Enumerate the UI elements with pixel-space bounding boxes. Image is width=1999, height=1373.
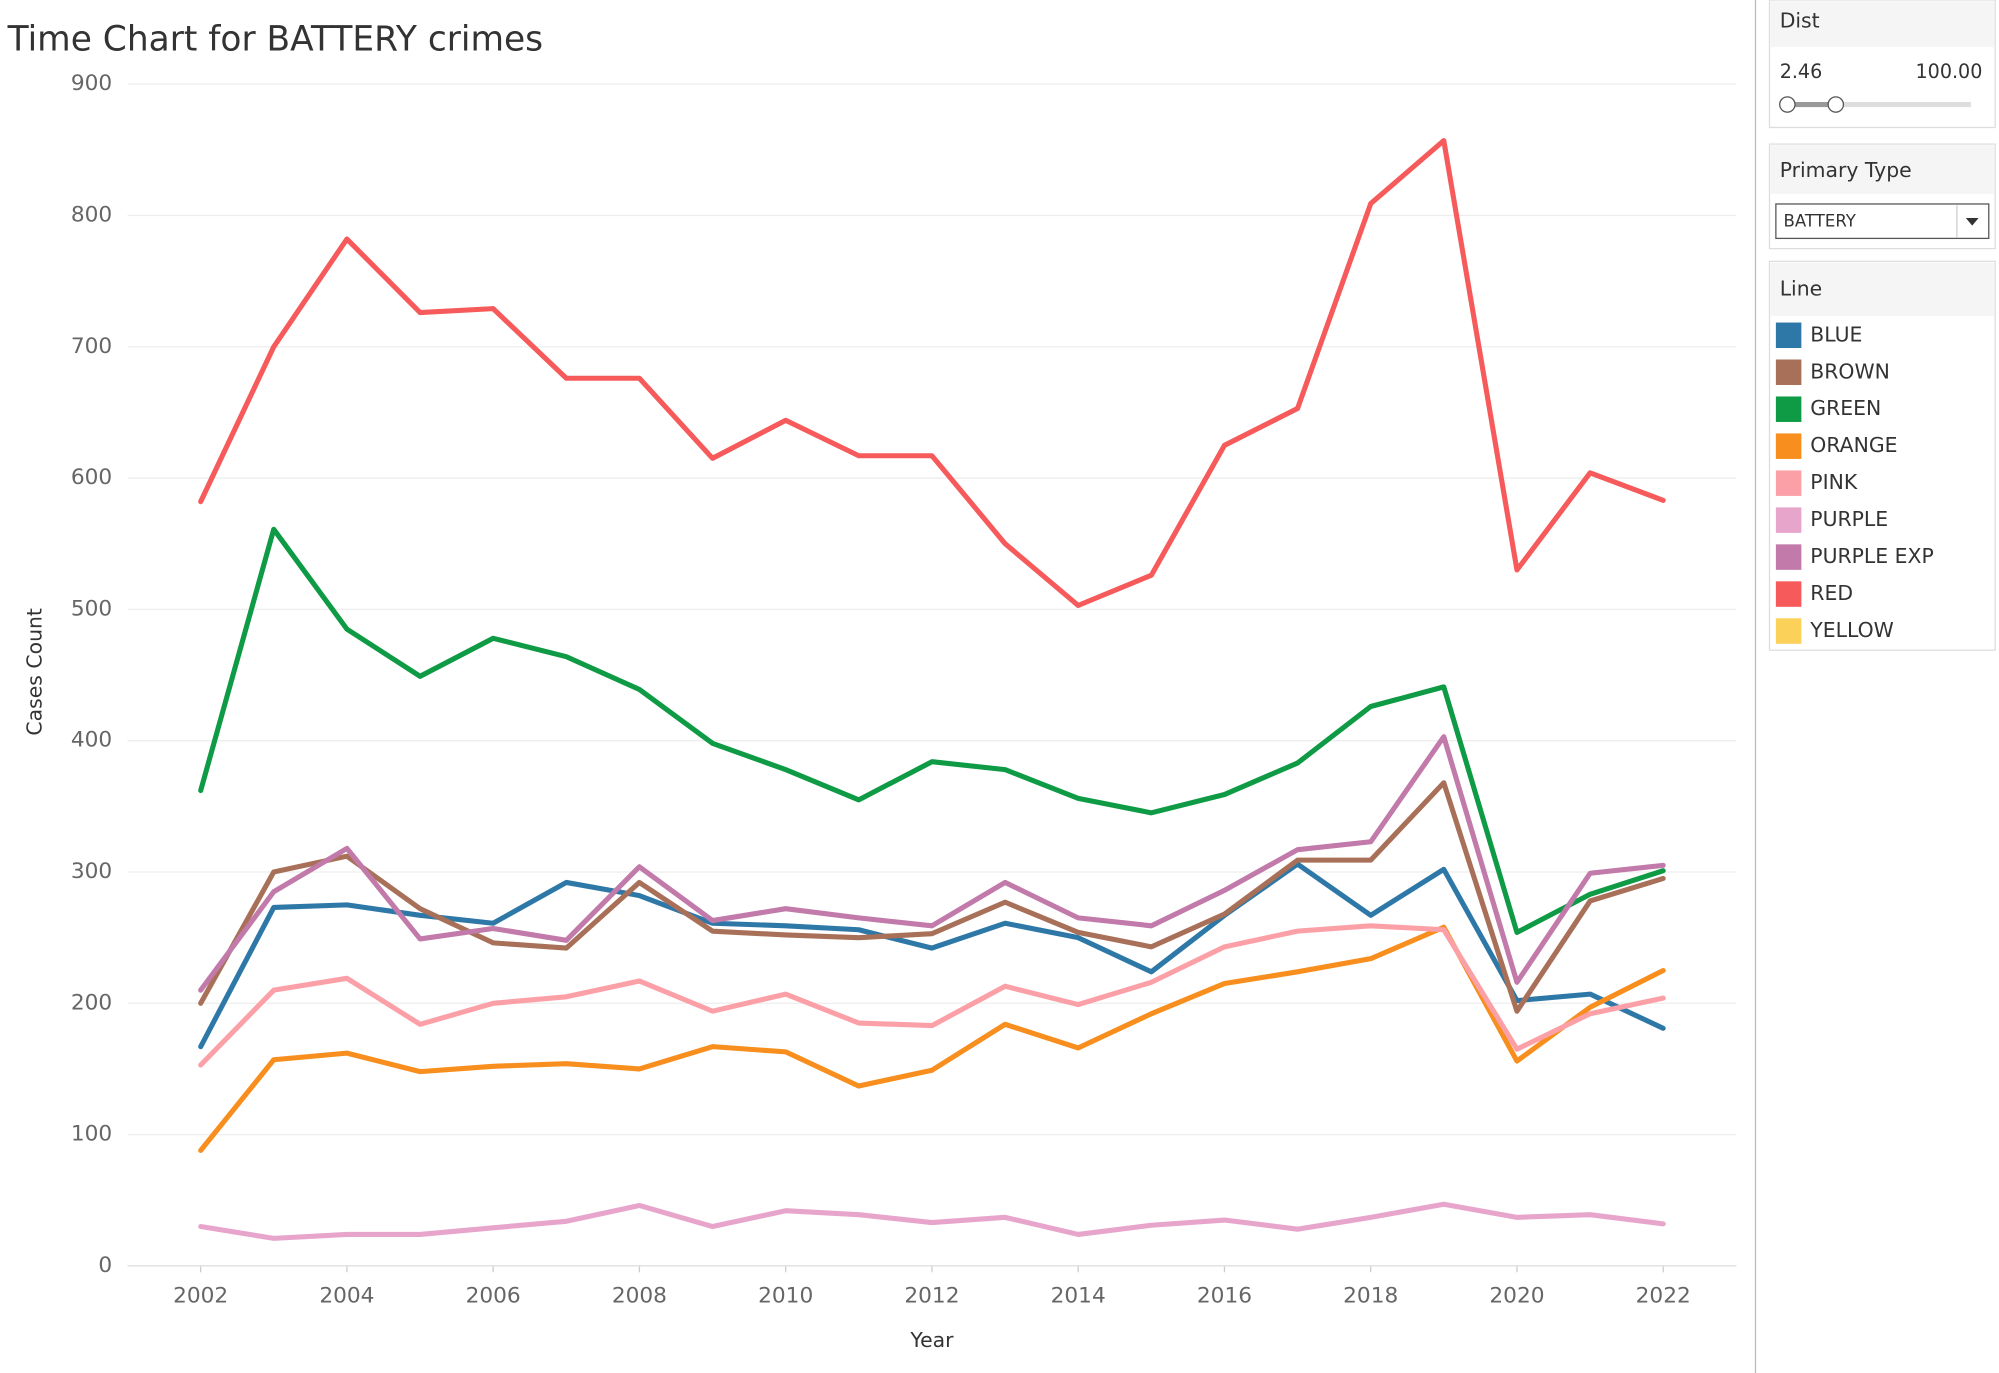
legend-label: BROWN: [1810, 359, 1890, 383]
series-line: [198, 1201, 1666, 1241]
x-tick-label: 2006: [466, 1284, 521, 1309]
y-tick-label: 500: [71, 596, 112, 621]
primary-type-filter: Primary Type BATTERY: [1768, 143, 1996, 250]
y-tick-label: 400: [71, 728, 112, 753]
series-line: [198, 924, 1666, 1153]
y-tick-label: 300: [71, 859, 112, 884]
filter-title: Dist: [1780, 9, 1820, 33]
x-tick-label: 2012: [904, 1284, 959, 1309]
legend-title: Line: [1780, 276, 1822, 300]
x-tick-label: 2010: [758, 1284, 813, 1309]
x-tick-label: 2008: [612, 1284, 667, 1309]
x-tick-label: 2020: [1489, 1284, 1544, 1309]
legend-box: [1768, 260, 1996, 651]
dropdown-value: BATTERY: [1784, 211, 1857, 230]
y-tick-label: 900: [71, 71, 112, 96]
legend-swatch: [1775, 507, 1802, 533]
slider-handle[interactable]: [1779, 96, 1796, 113]
slider-max: 100.00: [1916, 60, 1983, 83]
dist-filter: Dist 2.46 100.00: [1768, 0, 1996, 129]
legend-swatch: [1775, 433, 1802, 459]
x-axis-label: Year: [909, 1328, 954, 1352]
y-tick-label: 800: [71, 202, 112, 227]
legend: Line BLUE BROWN GREEN ORANGE PINK PURPLE PURPL…: [1768, 260, 1996, 651]
x-tick-label: 2016: [1197, 1284, 1252, 1309]
legend-swatch: [1775, 396, 1802, 422]
legend-label: ORANGE: [1810, 433, 1897, 457]
slider-min: 2.46: [1780, 60, 1823, 83]
y-axis-label: Cases Count: [23, 608, 47, 735]
legend-swatch: [1775, 359, 1802, 386]
legend-label: YELLOW: [1809, 618, 1893, 642]
legend-swatch: [1775, 470, 1802, 496]
dropdown-arrow: [1965, 217, 1979, 226]
filter-header: [1770, 145, 1994, 194]
dropdown[interactable]: [1775, 203, 1990, 240]
y-tick-label: 600: [71, 465, 112, 490]
slider-handle[interactable]: [1827, 96, 1845, 113]
y-tick-label: 700: [71, 334, 112, 359]
chart-title: Time Chart for BATTERY crimes: [7, 19, 543, 59]
x-tick-label: 2002: [173, 1284, 228, 1309]
x-tick-label: 2022: [1636, 1284, 1691, 1309]
series-line: [198, 923, 1666, 1068]
legend-swatch: [1775, 581, 1802, 607]
slider-range: [1787, 101, 1836, 108]
series-line: [198, 138, 1666, 608]
legend-label: PURPLE: [1810, 507, 1888, 531]
y-tick-label: 100: [71, 1122, 112, 1147]
legend-label: PURPLE EXP: [1810, 544, 1933, 568]
y-tick-label: 0: [98, 1253, 112, 1278]
legend-label: GREEN: [1810, 396, 1881, 420]
x-tick-label: 2014: [1051, 1284, 1106, 1309]
filter-header: [1770, 1, 1994, 48]
legend-header: [1770, 262, 1994, 317]
legend-label: RED: [1810, 581, 1853, 605]
legend-swatch: [1775, 322, 1802, 349]
legend-label: PINK: [1810, 470, 1858, 494]
series-line: [198, 526, 1666, 935]
y-tick-label: 200: [71, 990, 112, 1015]
slider-track[interactable]: [1782, 101, 1971, 108]
legend-label: BLUE: [1810, 322, 1862, 346]
series-line: [198, 734, 1666, 993]
legend-swatch: [1775, 618, 1802, 644]
series-line: [198, 780, 1666, 1014]
legend-swatch: [1775, 544, 1802, 570]
x-tick-label: 2004: [319, 1284, 374, 1309]
filter-title: Primary Type: [1780, 158, 1912, 182]
x-tick-label: 2018: [1343, 1284, 1398, 1309]
